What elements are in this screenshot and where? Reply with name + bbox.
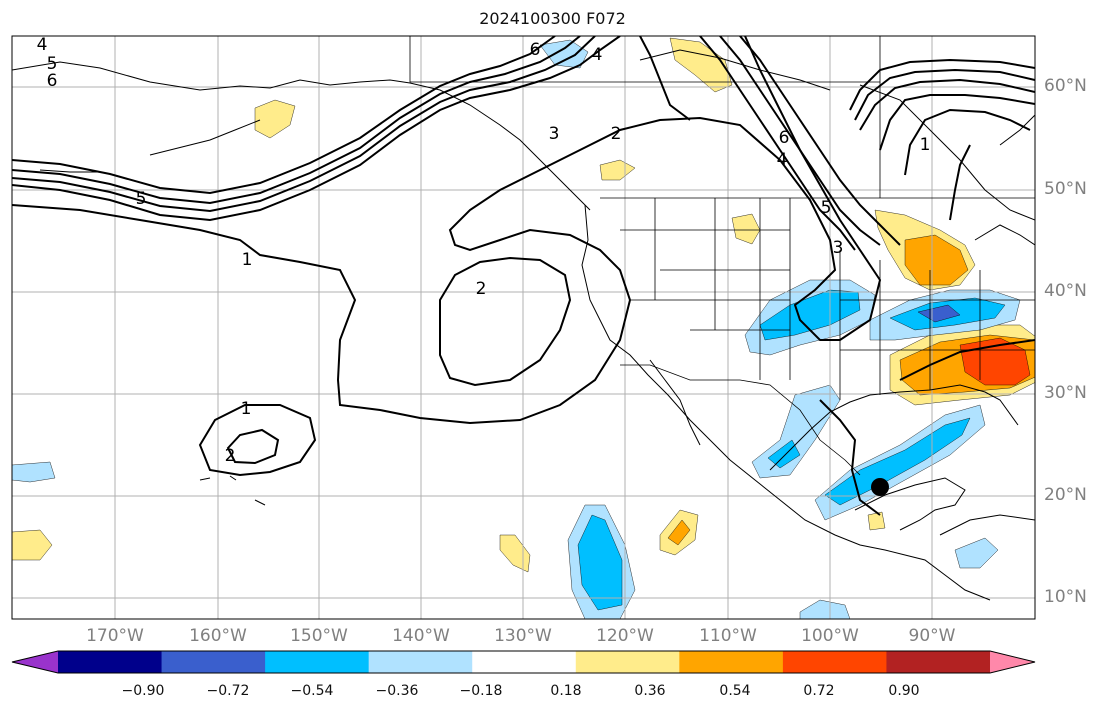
colorbar-tick-label: −0.90 xyxy=(121,683,165,699)
contour-label: 4 xyxy=(37,35,48,55)
colorbar-outline xyxy=(11,650,1036,674)
contour-label: 1 xyxy=(242,250,253,270)
contour-label: 4 xyxy=(592,45,603,65)
longitude-label: 100°W xyxy=(801,626,859,646)
latitude-label: 50°N xyxy=(1044,179,1087,199)
colorbar-tick-label: 0.18 xyxy=(550,683,582,699)
colorbar-tick-label: 0.54 xyxy=(719,683,751,699)
colorbar-cell xyxy=(679,651,784,673)
latitude-label: 10°N xyxy=(1044,587,1087,607)
contour-label: 5 xyxy=(136,189,147,209)
colorbar-cell xyxy=(886,651,991,673)
map-title: 2024100300 F072 xyxy=(479,9,626,28)
contour-label-layer: 4 5 6 6 4 3 2 5 1 2 1 2 6 4 5 3 1 xyxy=(37,35,931,466)
contour-label: 5 xyxy=(47,54,58,74)
contour-label: 6 xyxy=(530,40,541,60)
longitude-label: 160°W xyxy=(189,626,247,646)
colorbar-extend-max xyxy=(990,651,1035,673)
contour-label: 4 xyxy=(777,150,788,170)
contour-label: 3 xyxy=(549,124,560,144)
storm-center-marker xyxy=(871,478,889,496)
latitude-label: 40°N xyxy=(1044,281,1087,301)
colorbar-cell xyxy=(368,651,473,673)
colorbar-tick-label: −0.18 xyxy=(459,683,503,699)
colorbar-tick-label: 0.72 xyxy=(803,683,835,699)
political-borders xyxy=(409,36,1035,476)
colorbar-extend-min xyxy=(12,651,58,673)
contour-lines xyxy=(12,36,1035,516)
contour-label: 2 xyxy=(611,124,622,144)
colorbar-tick-label: −0.72 xyxy=(206,683,250,699)
colorbar-cell xyxy=(58,651,163,673)
colorbar-tick-label: −0.36 xyxy=(375,683,419,699)
colorbar xyxy=(11,650,1036,674)
longitude-label: 130°W xyxy=(494,626,552,646)
latitude-label: 60°N xyxy=(1044,76,1087,96)
contour-label: 2 xyxy=(476,279,487,299)
contour-label: 2 xyxy=(225,446,236,466)
longitude-label: 170°W xyxy=(86,626,144,646)
colorbar-cell xyxy=(265,651,370,673)
colorbar-cell xyxy=(472,651,577,673)
contour-label: 3 xyxy=(833,238,844,258)
colorbar-cell xyxy=(782,651,887,673)
longitude-label: 140°W xyxy=(392,626,450,646)
colorbar-cell xyxy=(575,651,680,673)
longitude-label: 90°W xyxy=(908,626,956,646)
contour-label: 1 xyxy=(241,399,252,419)
colorbar-cell xyxy=(161,651,266,673)
contour-label: 1 xyxy=(920,135,931,155)
longitude-label: 150°W xyxy=(290,626,348,646)
colorbar-tick-label: 0.90 xyxy=(888,683,920,699)
contour-label: 6 xyxy=(779,128,790,148)
longitude-label: 110°W xyxy=(699,626,757,646)
longitude-label: 120°W xyxy=(596,626,654,646)
latitude-label: 20°N xyxy=(1044,485,1087,505)
contour-label: 5 xyxy=(821,198,832,218)
contour-label: 6 xyxy=(47,71,58,91)
latitude-label: 30°N xyxy=(1044,383,1087,403)
map-frame xyxy=(11,35,1036,620)
colorbar-tick-label: 0.36 xyxy=(634,683,666,699)
colorbar-tick-label: −0.54 xyxy=(290,683,334,699)
